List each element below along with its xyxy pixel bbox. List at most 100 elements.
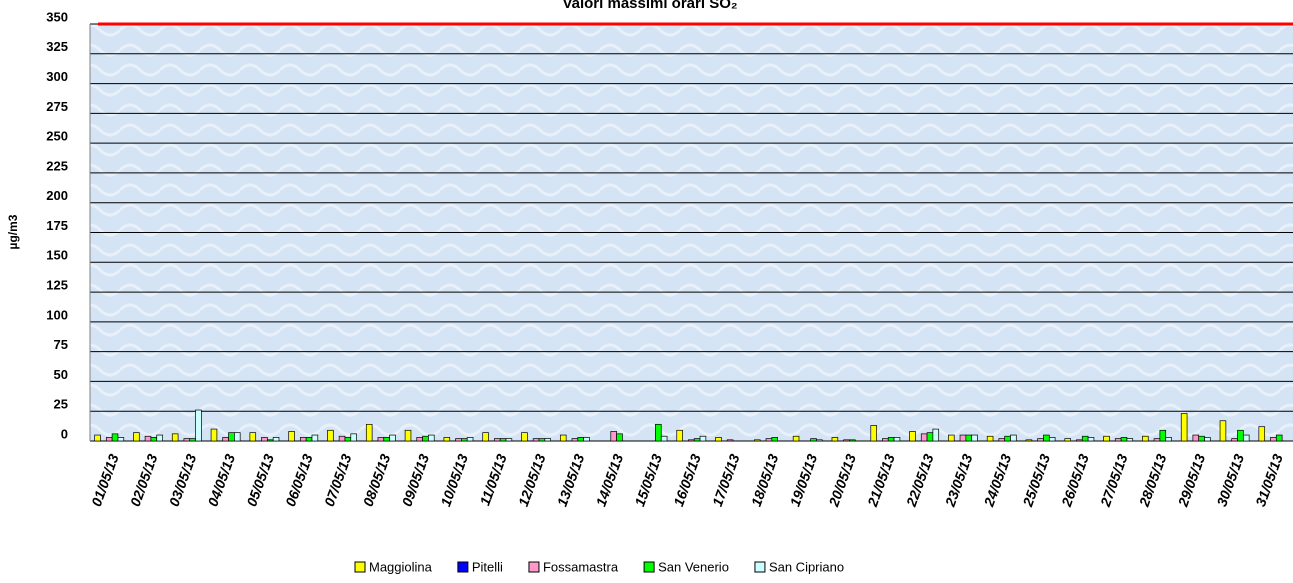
bar: [416, 437, 423, 442]
bar: [105, 437, 113, 442]
x-tick-label: 12/05/13: [515, 452, 549, 509]
bar: [986, 435, 994, 442]
bar: [538, 438, 546, 442]
x-tick-label: 17/05/13: [709, 452, 743, 509]
bar: [699, 435, 707, 442]
y-tick-label: 350: [46, 9, 68, 24]
bar: [577, 437, 584, 442]
bar: [909, 431, 916, 442]
y-tick-label: 275: [46, 99, 68, 114]
bar: [1153, 438, 1161, 442]
bar: [926, 432, 934, 442]
x-tick-label: 14/05/13: [593, 452, 627, 509]
bar: [428, 434, 435, 442]
chart-title: Valori massimi orari SO₂: [562, 0, 737, 12]
bar: [843, 439, 850, 442]
bar: [1204, 437, 1211, 442]
x-tick-label: 24/05/13: [980, 452, 1014, 510]
bar: [466, 437, 474, 442]
bar: [1219, 420, 1227, 442]
x-tick-label: 13/05/13: [554, 452, 588, 509]
x-tick-label: 03/05/13: [166, 452, 200, 509]
x-tick-label: 01/05/13: [88, 452, 122, 509]
bar: [583, 437, 590, 442]
x-tick-label: 25/05/13: [1019, 452, 1053, 510]
bar: [948, 434, 955, 442]
bar: [111, 433, 119, 442]
bar: [521, 432, 528, 442]
x-tick-label: 21/05/13: [864, 452, 898, 510]
y-tick-label: 250: [46, 129, 68, 144]
bar: [344, 437, 352, 442]
legend-swatch: [354, 561, 366, 573]
legend-swatch: [528, 561, 540, 573]
y-tick-label: 200: [46, 188, 68, 203]
x-tick-label: 06/05/13: [282, 452, 316, 509]
bar: [571, 438, 579, 442]
bar: [1270, 437, 1277, 442]
y-tick-label: 125: [46, 278, 68, 293]
legend-label: Pitelli: [472, 559, 503, 574]
x-tick-label: 23/05/13: [941, 452, 975, 510]
legend-swatch: [643, 561, 655, 573]
bar: [1064, 438, 1071, 442]
legend-swatch: [457, 561, 469, 573]
bar: [882, 438, 889, 442]
bar: [849, 439, 856, 442]
y-tick-label: 225: [46, 158, 68, 173]
x-tick-label: 27/05/13: [1097, 452, 1131, 510]
bar: [771, 437, 779, 442]
bar: [1025, 439, 1033, 442]
bar: [261, 437, 268, 442]
legend-label: Maggiolina: [369, 559, 433, 574]
bar: [792, 435, 800, 442]
bar: [1114, 438, 1122, 442]
x-tick-label: 10/05/13: [437, 452, 471, 509]
y-tick-label: 25: [54, 397, 68, 412]
bar: [1192, 434, 1200, 442]
bar: [1081, 435, 1089, 442]
bar: [893, 437, 901, 442]
bar: [765, 438, 773, 442]
bar: [183, 438, 191, 442]
bar: [94, 434, 101, 442]
x-tick-label: 31/05/13: [1252, 452, 1286, 509]
bar: [998, 438, 1006, 442]
x-tick-label: 22/05/13: [903, 452, 937, 510]
bar: [505, 438, 513, 442]
bar: [288, 431, 295, 442]
bar: [715, 437, 722, 442]
bar: [810, 438, 817, 442]
x-tick-label: 07/05/13: [321, 452, 355, 509]
bar: [455, 438, 462, 442]
y-tick-label: 50: [54, 367, 68, 382]
bar: [1275, 434, 1283, 442]
bar: [383, 437, 390, 442]
bar: [272, 437, 280, 442]
legend-label: San Venerio: [658, 559, 729, 574]
bar: [660, 435, 668, 442]
x-tick-label: 16/05/13: [670, 452, 704, 509]
bar: [1242, 434, 1250, 442]
bar: [443, 437, 451, 442]
bar: [1237, 429, 1244, 442]
bar: [1087, 437, 1095, 442]
bar: [816, 439, 823, 442]
bar: [499, 438, 507, 442]
bar: [1103, 435, 1110, 442]
bar: [350, 433, 357, 442]
y-tick-label: 100: [46, 307, 68, 322]
x-tick-label: 05/05/13: [243, 452, 277, 509]
bar: [616, 433, 623, 442]
x-tick-label: 20/05/13: [825, 452, 859, 510]
bar: [195, 409, 202, 442]
legend-label: San Cipriano: [769, 559, 844, 574]
bar: [404, 429, 412, 442]
bar: [1037, 438, 1044, 442]
bar: [887, 437, 895, 442]
x-tick-label: 29/05/13: [1174, 452, 1208, 510]
bar: [1198, 435, 1205, 442]
x-tick-label: 15/05/13: [631, 452, 665, 509]
y-tick-label: 325: [46, 39, 68, 54]
bar: [1120, 437, 1128, 442]
